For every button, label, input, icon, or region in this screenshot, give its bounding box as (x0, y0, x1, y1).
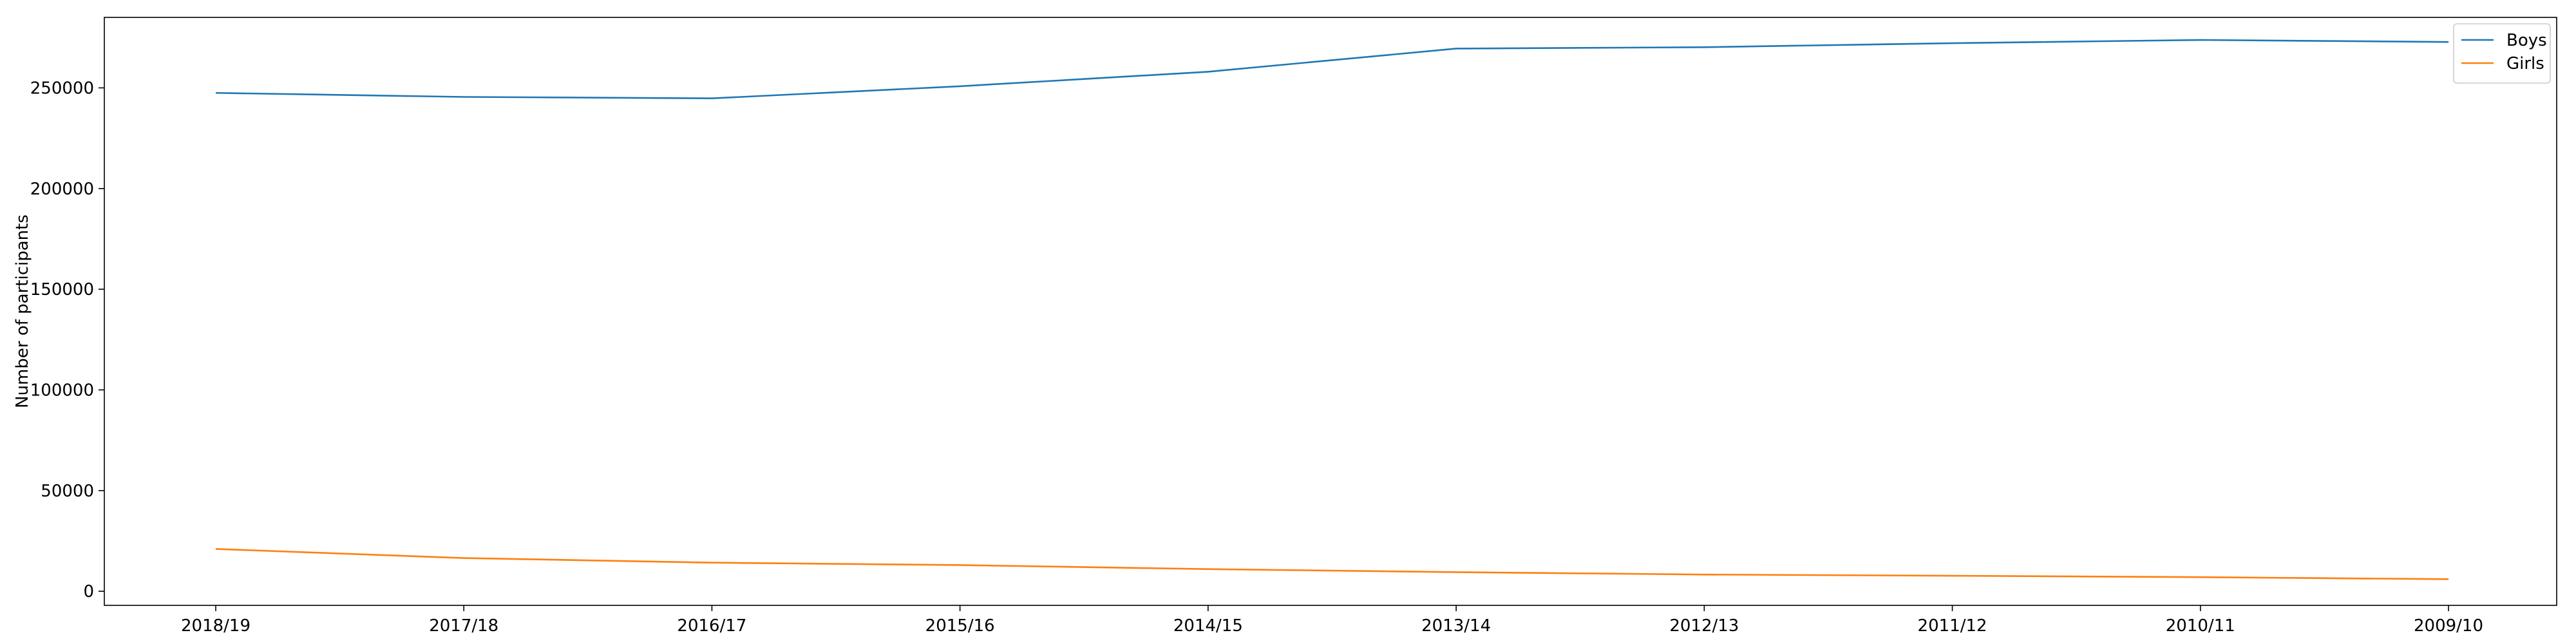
y-axis: 0 50000 100000 150000 200000 250000 (30, 79, 104, 601)
x-tick-label: 2014/15 (1173, 616, 1243, 636)
y-tick-label: 250000 (30, 79, 94, 98)
x-tick-label: 2013/14 (1421, 616, 1491, 636)
x-tick-label: 2009/10 (2414, 616, 2483, 636)
y-tick-label: 50000 (41, 482, 94, 501)
x-tick-label: 2015/16 (925, 616, 995, 636)
legend-box (2453, 23, 2551, 84)
x-tick-label: 2016/17 (677, 616, 746, 636)
plot-area (215, 39, 2449, 580)
x-tick-label: 2017/18 (429, 616, 498, 636)
x-tick-label: 2012/13 (1669, 616, 1739, 636)
x-tick-label: 2010/11 (2166, 616, 2235, 636)
legend: Boys Girls (2453, 23, 2551, 84)
legend-label-boys: Boys (2506, 31, 2547, 50)
y-tick-label: 200000 (30, 180, 94, 199)
y-tick-label: 150000 (30, 280, 94, 299)
x-tick-label: 2018/19 (181, 616, 251, 636)
x-tick-label: 2011/12 (1918, 616, 1987, 636)
y-axis-label: Number of participants (13, 214, 32, 408)
y-tick-label: 100000 (30, 381, 94, 400)
axes-frame (104, 17, 2557, 606)
series-line-boys (215, 39, 2449, 99)
series-line-girls (215, 548, 2449, 580)
legend-label-girls: Girls (2506, 54, 2544, 73)
y-tick-label: 0 (83, 582, 94, 601)
x-axis: 2018/19 2017/18 2016/17 2015/16 2014/15 2013/… (181, 605, 2483, 636)
